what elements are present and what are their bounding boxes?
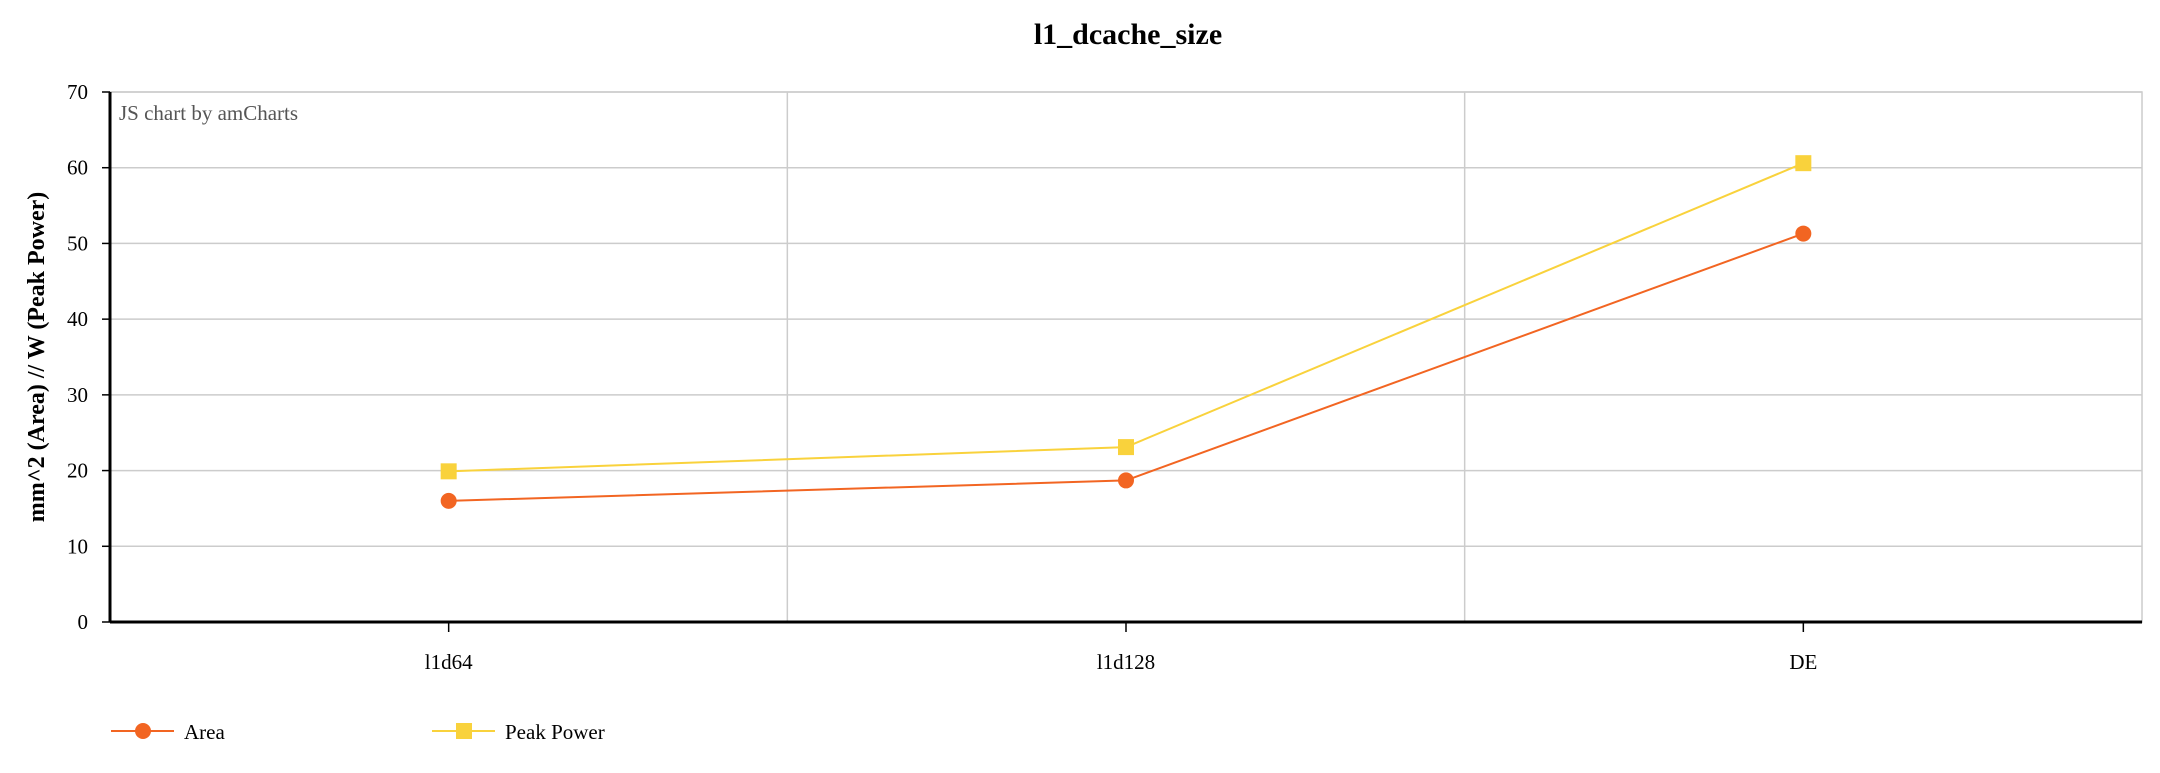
y-tick-label: 10 [67, 534, 88, 558]
legend: Area Peak Power [111, 720, 605, 744]
series-line [448, 162, 1804, 473]
chart-credit[interactable]: JS chart by amCharts [119, 101, 298, 125]
y-tick-label: 50 [67, 231, 88, 255]
legend-label: Area [184, 720, 225, 744]
data-point[interactable] [440, 492, 457, 509]
y-tick-label: 70 [67, 80, 88, 104]
x-tick-label: l1d64 [425, 650, 473, 674]
legend-item[interactable]: Peak Power [432, 720, 605, 744]
grid-layer [109, 91, 2143, 623]
legend-label: Peak Power [505, 720, 605, 744]
legend-square-marker [456, 723, 472, 739]
data-point[interactable] [1118, 472, 1134, 489]
series-area [440, 225, 1812, 509]
series-peak-power [440, 155, 1812, 480]
x-tick-label: DE [1789, 650, 1817, 674]
y-tick-label: 0 [78, 610, 89, 634]
data-point[interactable] [1795, 155, 1812, 172]
y-tick-label: 60 [67, 156, 88, 180]
series-line [448, 232, 1804, 502]
data-point[interactable] [1795, 225, 1812, 242]
plot-area-border [109, 91, 2143, 623]
y-axis-label: mm^2 (Area) // W (Peak Power) [24, 192, 50, 523]
series-layer [440, 155, 1812, 509]
legend-circle-marker [135, 723, 151, 739]
x-tick-label: l1d128 [1097, 650, 1155, 674]
y-tick-label: 20 [67, 459, 88, 483]
data-point[interactable] [440, 463, 457, 480]
y-tick-label: 40 [67, 307, 88, 331]
axis-layer: 0 10 20 30 40 50 60 70 l1d64 l1d128 DE [67, 80, 2142, 674]
chart-title: l1_dcache_size [1034, 18, 1222, 51]
data-point[interactable] [1118, 439, 1134, 456]
legend-item[interactable]: Area [111, 720, 225, 744]
y-tick-label: 30 [67, 383, 88, 407]
